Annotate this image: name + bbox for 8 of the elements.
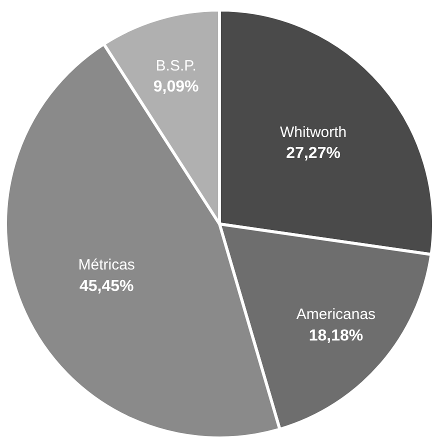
data-label: 27,27%: [286, 145, 340, 162]
data-label: 45,45%: [79, 278, 134, 295]
slice-label: Whitworth: [280, 124, 347, 141]
data-label: 9,09%: [153, 78, 199, 96]
data-label: 18,18%: [308, 327, 364, 344]
slice-label: B.S.P.: [156, 57, 196, 74]
slice-label: Métricas: [78, 256, 135, 274]
slice-label: Americanas: [296, 306, 376, 324]
